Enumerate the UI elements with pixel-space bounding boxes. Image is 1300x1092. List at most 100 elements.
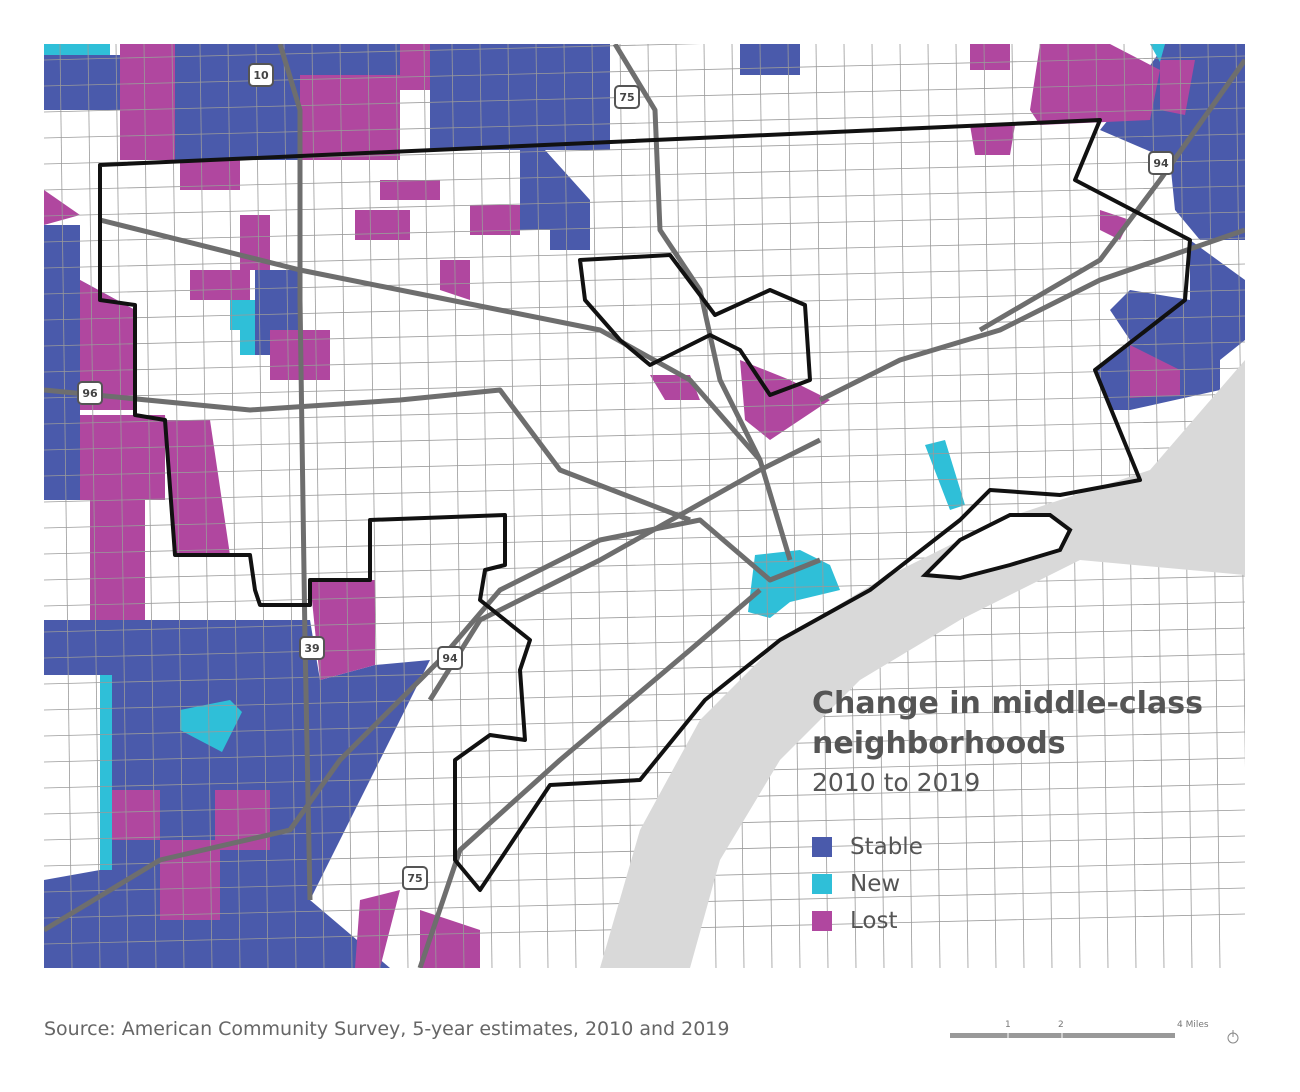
street [44, 627, 1245, 659]
shield-number: 94 [1153, 157, 1169, 170]
street [955, 44, 969, 968]
scale-bar: 1 2 4 Miles [950, 1020, 1239, 1044]
street [44, 44, 701, 61]
areas [44, 44, 1245, 968]
tract [44, 55, 120, 110]
highway-shield: 39 [299, 636, 325, 660]
shield-number: 10 [253, 69, 269, 82]
street [44, 419, 1245, 451]
scale-label: 4 Miles [1177, 1020, 1209, 1030]
street [1011, 44, 1025, 968]
highway-shields: 10 75 94 96 39 94 75 [77, 63, 1174, 890]
shield-badge [248, 63, 274, 87]
street [787, 44, 801, 968]
tract [925, 440, 965, 510]
street [535, 44, 549, 968]
street [44, 237, 1245, 269]
shield-badge [437, 646, 463, 670]
scale-label: 1 [1005, 1020, 1011, 1030]
enclave-boundary [578, 253, 812, 397]
highway-shield: 75 [402, 866, 428, 890]
street [619, 44, 633, 968]
street [283, 44, 297, 968]
street [44, 601, 1245, 633]
street [44, 263, 1245, 295]
tract [300, 75, 400, 160]
tract [44, 44, 110, 55]
street [339, 44, 353, 968]
street [59, 44, 73, 968]
legend-swatch [812, 910, 832, 931]
street [44, 731, 1245, 763]
street [255, 44, 269, 968]
legend-item: Stable [812, 828, 923, 865]
boundary [98, 118, 1192, 892]
map-body [44, 44, 1245, 968]
legend-item: Lost [812, 902, 923, 939]
shield-badge [77, 381, 103, 405]
street [843, 44, 857, 968]
street [44, 159, 1245, 191]
street [44, 393, 1245, 425]
street [423, 44, 437, 968]
legend-title: Change in middle-class neighborhoods [812, 686, 1203, 761]
tract [1160, 60, 1195, 115]
city-boundary [98, 118, 1192, 892]
tract [80, 280, 135, 410]
tract [355, 210, 410, 240]
tract [160, 840, 220, 920]
street [44, 679, 1245, 711]
tract [180, 700, 242, 752]
highway [99, 217, 762, 462]
tract [1150, 44, 1165, 62]
highway-shield: 75 [614, 85, 640, 109]
tract [175, 44, 400, 160]
street [311, 44, 325, 968]
shield-badge [1148, 151, 1174, 175]
legend-item: New [812, 865, 923, 902]
street [44, 211, 1245, 243]
shield-number: 94 [442, 652, 458, 665]
tract [380, 180, 440, 200]
highway [818, 227, 1245, 403]
tract [90, 500, 145, 620]
highway [277, 44, 313, 901]
street [44, 185, 1245, 217]
shield-number: 75 [407, 872, 422, 885]
tract [1130, 345, 1180, 398]
legend-label: New [850, 870, 901, 897]
street [44, 575, 1245, 607]
highway-shield: 94 [1148, 151, 1174, 175]
scale-label: 2 [1058, 1020, 1064, 1030]
tract [748, 550, 840, 618]
highway-shield: 96 [77, 381, 103, 405]
tract [740, 44, 800, 75]
street [591, 44, 605, 968]
tract [100, 675, 112, 870]
street [143, 44, 157, 968]
shield-number: 75 [619, 91, 634, 104]
tract [1030, 44, 1160, 125]
highway [417, 588, 762, 968]
highway [427, 437, 822, 702]
street [507, 44, 521, 968]
street [395, 44, 409, 968]
street [563, 44, 577, 968]
shield-badge [402, 866, 428, 890]
tract [100, 790, 160, 840]
highway [978, 58, 1245, 333]
highway-shield: 10 [248, 63, 274, 87]
tract [80, 415, 230, 555]
street [87, 44, 101, 968]
street [815, 44, 829, 968]
street [227, 44, 241, 968]
tract [355, 890, 400, 968]
street [479, 44, 493, 968]
legend-swatch [812, 873, 832, 894]
street [171, 44, 185, 968]
tract [120, 44, 175, 160]
highway-shield: 94 [437, 646, 463, 670]
tract [970, 44, 1010, 70]
tract [180, 160, 240, 190]
shield-badge [299, 636, 325, 660]
